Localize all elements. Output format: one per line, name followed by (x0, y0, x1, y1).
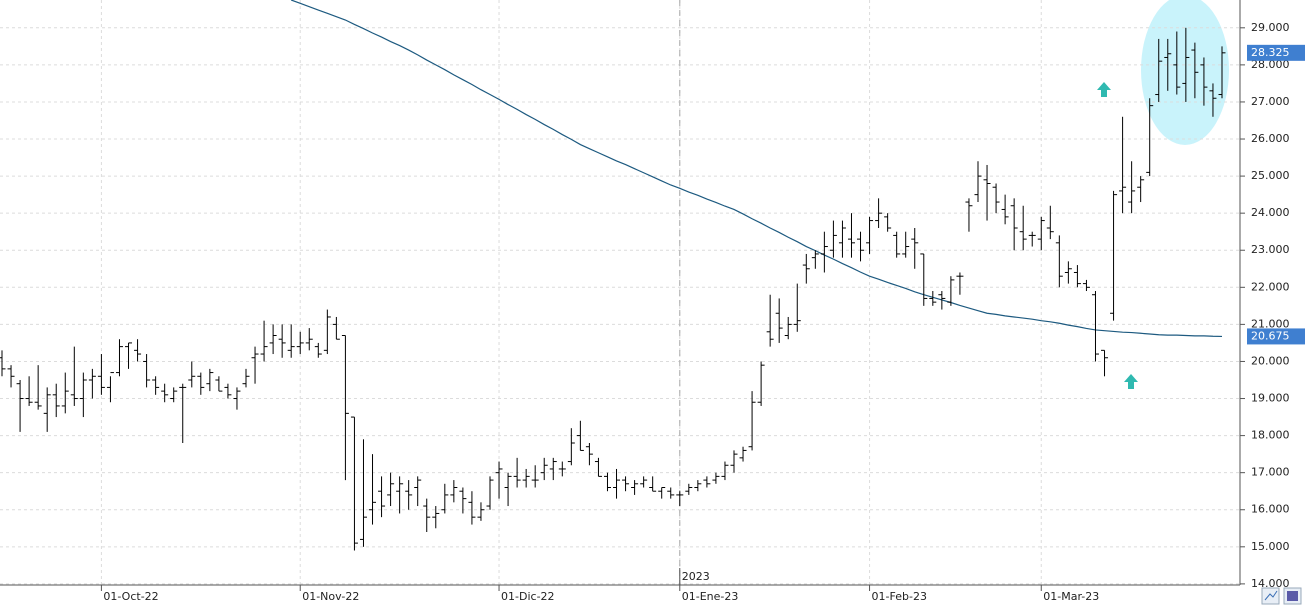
y-tick-label: 22.000 (1251, 280, 1290, 293)
highlight-ellipse (1141, 0, 1229, 145)
y-tick-label: 26.000 (1251, 132, 1290, 145)
y-tick-label: 25.000 (1251, 169, 1290, 182)
save-icon (1287, 591, 1298, 601)
last-value-box (1247, 328, 1305, 345)
last-value-label: 28.325 (1251, 46, 1290, 59)
x-tick-label: 01-Dic-22 (501, 590, 555, 603)
y-tick-label: 24.000 (1251, 206, 1290, 219)
plot-area (0, 0, 1240, 585)
arrow-up (1097, 82, 1111, 97)
y-tick-label: 17.000 (1251, 466, 1290, 479)
x-tick-label: 01-Oct-22 (103, 590, 158, 603)
last-value-box (1247, 44, 1305, 61)
y-tick-label: 19.000 (1251, 392, 1290, 405)
fit-button[interactable] (1261, 587, 1280, 605)
y-tick-label: 15.000 (1251, 540, 1290, 553)
x-tick-label: 01-Feb-23 (872, 590, 927, 603)
y-tick-label: 18.000 (1251, 429, 1290, 442)
y-tick-label: 20.000 (1251, 354, 1290, 367)
moving-average-line (290, 0, 1223, 338)
x-tick-label: 01-Mar-23 (1043, 590, 1099, 603)
year-label: 2023 (682, 570, 710, 583)
x-tick-label: 01-Nov-22 (302, 590, 359, 603)
y-tick-label: 14.000 (1251, 577, 1290, 590)
fit-icon (1264, 590, 1278, 601)
y-tick-label: 28.000 (1251, 58, 1290, 71)
y-tick-label: 16.000 (1251, 503, 1290, 516)
y-tick-label: 27.000 (1251, 95, 1290, 108)
y-tick-label: 23.000 (1251, 243, 1290, 256)
x-tick-label: 01-Ene-23 (682, 590, 739, 603)
arrow-up (1124, 374, 1138, 389)
y-tick-label: 29.000 (1251, 21, 1290, 34)
last-value-label: 20.675 (1251, 329, 1290, 342)
y-tick-label: 21.000 (1251, 317, 1290, 330)
